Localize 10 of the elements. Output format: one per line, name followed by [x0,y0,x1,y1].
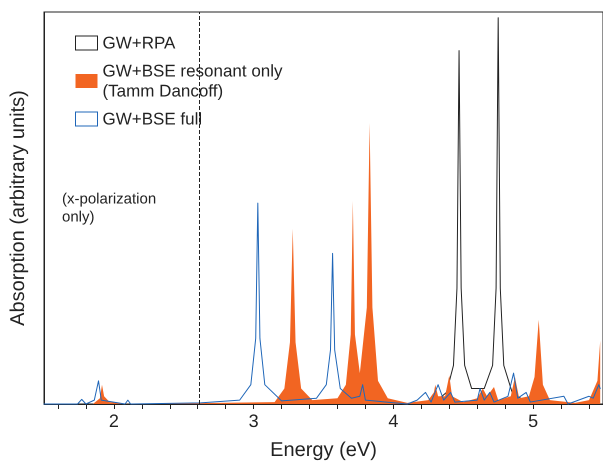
legend-label: GW+RPA [102,34,176,52]
x-tick-label: 4 [388,411,398,431]
y-axis-title: Absorption (arbitrary units) [7,90,29,326]
x-tick-label: 2 [108,411,119,431]
x-tick-label: 3 [248,411,259,431]
legend-label: GW+BSE resonant only (Tamm Dancoff) [102,62,288,100]
legend-label: GW+BSE full [102,110,202,128]
x-tick-label: 5 [528,411,538,431]
x-axis-title: Energy (eV) [270,439,377,461]
annotation: (x-polarization only) [62,190,160,226]
